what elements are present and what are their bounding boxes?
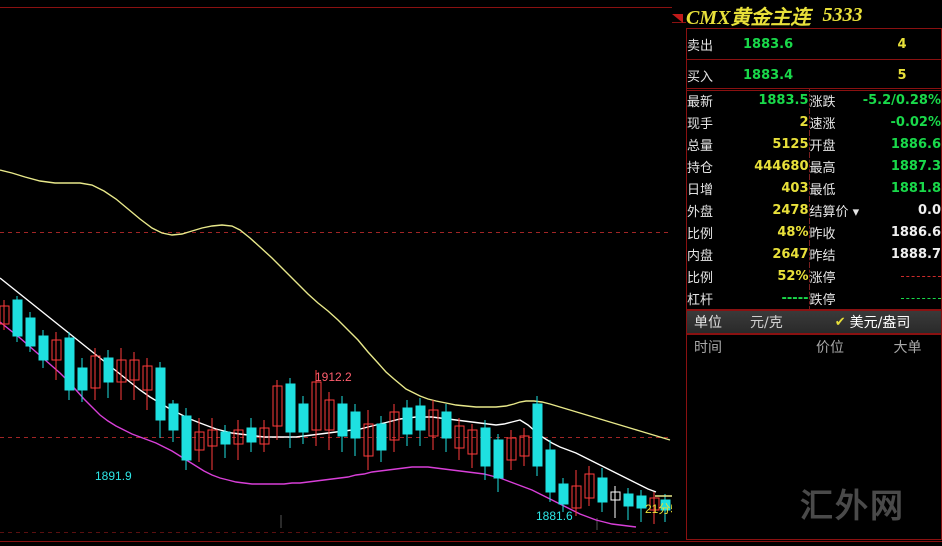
chart-high-annotation: 1912.2 — [315, 370, 352, 384]
stat-value-right: 1886.6 — [862, 221, 942, 243]
stat-label-right: 昨收 — [808, 221, 863, 243]
chart-countdown-label: 21分52秒 — [645, 502, 672, 516]
stat-label-left: 比例 — [686, 265, 741, 287]
quote-stat-row: 比例 48% 昨收 1886.6 — [686, 221, 942, 243]
candlestick-series — [0, 296, 671, 524]
bid-label: 买入 — [686, 59, 743, 91]
trades-list-header: 时间 价位 大单 — [687, 335, 941, 359]
instrument-title: CMX黄金主连 5333 — [686, 2, 942, 29]
bid-qty: 5 — [863, 59, 942, 91]
stat-value-right — [862, 265, 942, 287]
unit-option-usd[interactable]: 美元/盎司 — [849, 315, 911, 331]
stat-value-left: 2 — [799, 114, 809, 130]
stat-value-right: -0.02% — [862, 111, 942, 133]
stat-value-right: 0.0 — [862, 199, 942, 221]
stat-label-right: 涨停 — [808, 265, 863, 287]
stat-value-right: 1888.7 — [862, 243, 942, 265]
ask-label: 卖出 — [686, 28, 743, 60]
chart-low-annotation-2: 1881.6 — [536, 509, 573, 523]
quote-stat-row: 日增 403 最低 1881.8 — [686, 177, 942, 199]
stat-value-right — [862, 287, 942, 310]
ma-line-magenta — [0, 321, 637, 528]
quote-stat-row: 内盘 2647 昨结 1888.7 — [686, 243, 942, 265]
price-chart[interactable]: 1912.2 1891.9 1881.6 21分52秒 — [0, 0, 672, 546]
stat-value-left: 444680 — [754, 158, 809, 174]
stat-label-left: 杠杆 — [686, 287, 741, 310]
bid-price: 1883.4 — [743, 59, 863, 91]
col-price: 价位 — [816, 340, 844, 356]
stat-value-right: 1886.6 — [862, 133, 942, 155]
dash-placeholder — [901, 297, 941, 299]
stat-label-right: 最低 — [808, 177, 863, 199]
quote-stat-row: 持仓 444680 最高 1887.3 — [686, 155, 942, 177]
col-time: 时间 — [694, 340, 722, 356]
stat-label-right: 昨结 — [808, 243, 863, 265]
stat-value-left: 2647 — [772, 246, 809, 262]
stat-value-left: 403 — [781, 180, 809, 196]
ma-line-yellow — [0, 169, 671, 441]
quote-stat-row: 杠杆 ----- 跌停 — [686, 287, 942, 310]
quote-stats-table: 最新 1883.5 涨跌 -5.2/0.28% 现手 2 速涨 -0.02% 总量 5125 开盘 1… — [686, 88, 942, 310]
screen-bottom-border — [0, 541, 942, 542]
stat-label-right: 最高 — [808, 155, 863, 177]
chart-top-border — [0, 7, 672, 8]
quote-stat-row: 现手 2 速涨 -0.02% — [686, 111, 942, 133]
unit-selector[interactable]: 单位 元/克 ✔ 美元/盎司 — [686, 310, 942, 334]
unit-option-cny[interactable]: 元/克 — [750, 315, 783, 331]
stat-label-left: 最新 — [686, 88, 741, 111]
ma-line-white — [0, 277, 657, 493]
chart-low-annotation-1: 1891.9 — [95, 469, 132, 483]
stat-label-left: 外盘 — [686, 199, 741, 221]
panel-corner-triangle-icon — [672, 14, 683, 23]
quote-stat-row: 比例 52% 涨停 — [686, 265, 942, 287]
stat-label-left: 日增 — [686, 177, 741, 199]
check-icon: ✔ — [834, 314, 846, 329]
stat-label-right: 跌停 — [808, 287, 863, 310]
chart-canvas — [0, 169, 672, 533]
quote-stat-row: 外盘 2478 结算价 ▾ 0.0 — [686, 199, 942, 221]
stat-value-left: 2478 — [772, 202, 809, 218]
quote-panel: CMX黄金主连 5333 卖出 1883.6 4 买入 1883.4 5 最新 1… — [672, 0, 942, 546]
stat-value-left: 52% — [777, 268, 809, 284]
stat-label-left: 比例 — [686, 221, 741, 243]
stat-label-left: 现手 — [686, 111, 741, 133]
stat-value-left: 5125 — [772, 136, 809, 152]
stat-label-right: 速涨 — [808, 111, 863, 133]
stat-value-left: 48% — [777, 224, 809, 240]
unit-label: 单位 — [694, 315, 722, 331]
stat-label-right: 涨跌 — [808, 88, 863, 111]
stat-value-right: 1881.8 — [862, 177, 942, 199]
quote-stat-row: 总量 5125 开盘 1886.6 — [686, 133, 942, 155]
ask-price: 1883.6 — [743, 28, 863, 60]
stat-value-right: 1887.3 — [862, 155, 942, 177]
stat-value-left: ----- — [740, 287, 809, 310]
ask-qty: 4 — [863, 28, 942, 60]
dash-placeholder — [901, 275, 941, 277]
stat-label-left: 持仓 — [686, 155, 741, 177]
stat-value-left: 1883.5 — [740, 88, 809, 111]
ask-row[interactable]: 卖出 1883.6 4 — [686, 28, 942, 60]
col-volume: 大单 — [893, 340, 922, 356]
bid-ask-table: 卖出 1883.6 4 买入 1883.4 5 — [686, 28, 942, 91]
stat-label-left: 内盘 — [686, 243, 741, 265]
stat-label-left: 总量 — [686, 133, 741, 155]
instrument-code: 5333 — [822, 3, 863, 26]
stat-label-right: 开盘 — [808, 133, 863, 155]
quote-stat-row: 最新 1883.5 涨跌 -5.2/0.28% — [686, 88, 942, 111]
site-watermark: 汇外网 — [800, 486, 905, 525]
stat-value-right: -5.2/0.28% — [862, 88, 942, 111]
stat-label-right[interactable]: 结算价 ▾ — [808, 199, 863, 221]
instrument-name: CMX黄金主连 — [686, 6, 811, 29]
bid-row[interactable]: 买入 1883.4 5 — [686, 59, 942, 91]
